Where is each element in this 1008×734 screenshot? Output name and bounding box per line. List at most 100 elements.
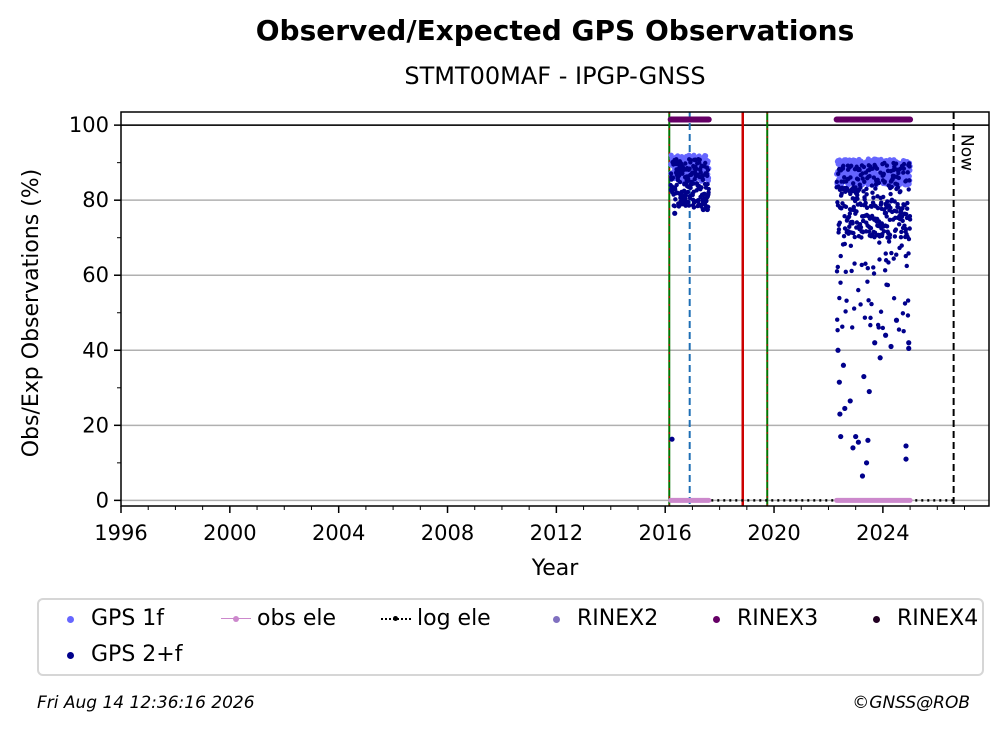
gps-2f-point (677, 179, 683, 185)
gps-2f-point (907, 217, 913, 222)
gps-2f-point (855, 196, 860, 201)
gps-2f-point (875, 205, 881, 211)
gps-2f-outlier (872, 340, 878, 346)
gps-2f-point (852, 261, 857, 266)
gps-2f-outlier (863, 460, 870, 466)
gps-2f-outlier (837, 411, 843, 417)
gps-2f-point (838, 253, 843, 259)
gps-2f-point (702, 191, 707, 197)
gps-2f-point (868, 315, 873, 321)
gps-2f-point (869, 301, 874, 307)
gps-2f-point (881, 171, 886, 177)
gps-2f-point (849, 163, 854, 169)
gps-2f-outlier (859, 473, 866, 479)
gps-2f-point (891, 256, 896, 261)
legend-marker (53, 608, 87, 630)
gps-2f-point (855, 192, 860, 198)
gps-2f-point (867, 173, 872, 179)
gps-2f-outlier (906, 340, 912, 346)
gps-2f-outlier (883, 332, 889, 338)
gps-2f-point (905, 200, 910, 206)
gps-2f-point (869, 183, 875, 188)
gps-2f-point (903, 227, 909, 232)
grid-layer (121, 124, 989, 502)
gps-2f-point (688, 185, 693, 191)
x-tick-label: 2016 (638, 521, 691, 545)
gps-2f-point (844, 298, 849, 303)
legend-marker (539, 608, 573, 630)
gps-2f-point (906, 251, 911, 256)
gps-2f-point (874, 166, 880, 171)
gps-2f-point (882, 179, 887, 184)
gps-2f-point (673, 197, 678, 202)
legend-label: RINEX4 (897, 606, 979, 631)
gps-2f-point (880, 325, 886, 331)
gps-2f-point (854, 209, 859, 214)
legend-label: RINEX2 (577, 606, 659, 631)
gps-2f-point (883, 251, 888, 256)
legend-marker (859, 608, 893, 630)
gps-2f-point (863, 200, 868, 206)
gps-2f-point (888, 205, 893, 211)
data-layer (667, 116, 954, 503)
gps-2f-point (842, 241, 848, 247)
gps-2f-point (858, 225, 864, 230)
timestamp-footer: Fri Aug 14 12:36:16 2026 (37, 693, 255, 713)
gps-2f-point (685, 199, 691, 205)
plot-frame (120, 111, 990, 507)
gps-2f-point (899, 243, 904, 248)
legend: GPS 1f obs ele log ele RINEX2 RINEX3 RINEX4 GP… (37, 598, 984, 676)
gps-2f-point (835, 264, 840, 270)
legend-label: RINEX3 (737, 606, 819, 631)
gps-2f-point (889, 250, 894, 256)
gps-2f-point (859, 262, 864, 268)
gps-2f-outlier (877, 355, 883, 361)
gps-1f-point (703, 153, 709, 159)
gps-2f-point (859, 235, 864, 240)
gps-2f-point (881, 229, 887, 234)
gps-2f-outlier (835, 347, 841, 353)
gps-2f-point (861, 164, 867, 170)
gps-2f-point (898, 189, 903, 194)
gps-2f-point (686, 203, 692, 208)
x-axis-label: Year (531, 556, 580, 581)
gps-2f-point (847, 211, 853, 216)
gps-2f-point (900, 218, 905, 224)
gps-2f-point (905, 313, 911, 318)
gps-2f-point (865, 279, 870, 284)
gps-2f-point (892, 199, 897, 204)
gps-2f-outlier (865, 437, 871, 443)
gps-2f-point (863, 261, 868, 266)
gps-2f-point (903, 212, 909, 217)
gps-2f-outlier (836, 379, 842, 385)
gps-2f-point (683, 196, 688, 201)
gps-2f-point (906, 236, 912, 242)
gps-2f-outlier (704, 206, 710, 213)
gps-2f-point (687, 166, 692, 171)
credit-footer: ©GNSS@ROB (852, 693, 970, 713)
gps-2f-outlier (838, 433, 844, 440)
legend-label: log ele (417, 606, 491, 631)
legend-item-log-ele: log ele (379, 606, 491, 631)
gps-2f-point (685, 189, 691, 195)
gps-2f-point (848, 243, 854, 249)
gps-2f-point (835, 317, 840, 322)
gps-2f-point (839, 206, 844, 211)
legend-item-rinex2: RINEX2 (539, 606, 658, 631)
gps-2f-point (864, 186, 869, 192)
gps-2f-point (885, 282, 891, 288)
gps-2f-point (907, 226, 912, 231)
gps-2f-point (858, 185, 863, 190)
gps-2f-point (688, 158, 694, 163)
gps-2f-point (683, 193, 689, 198)
gps-2f-point (704, 173, 710, 178)
gps-2f-point (868, 225, 874, 231)
gps-2f-point (842, 214, 847, 219)
gps-2f-point (852, 234, 857, 240)
gps-2f-point (691, 205, 697, 210)
legend-label: GPS 2+f (91, 642, 183, 667)
gps-2f-point (706, 190, 711, 195)
gps-2f-point (879, 200, 884, 205)
x-tick-label: 1996 (94, 521, 147, 545)
gps-2f-point (898, 235, 904, 240)
